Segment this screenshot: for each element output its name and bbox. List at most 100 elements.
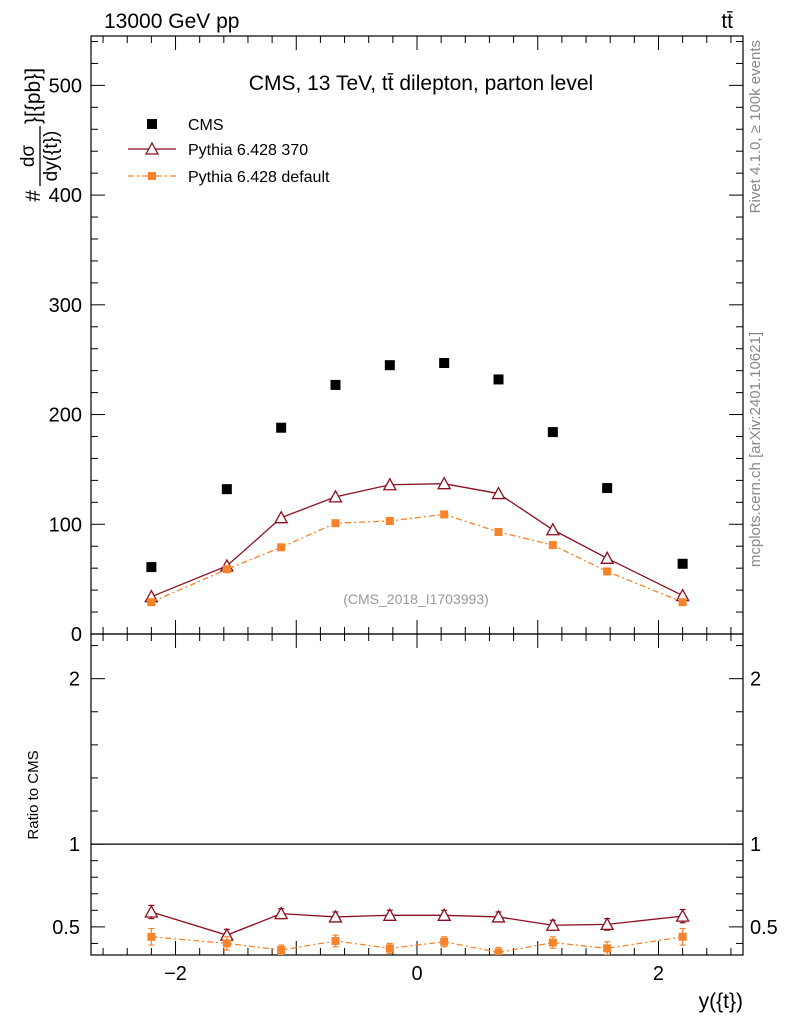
plot-title: CMS, 13 TeV, tt̄ dilepton, parton level: [249, 72, 593, 95]
ratio-point-py370: [600, 917, 615, 931]
data-point-pydef: [603, 567, 612, 576]
ratio-y-tick-label-right: 2: [750, 669, 761, 691]
rivet-label: Rivet 4.1.0, ≥ 100k events: [747, 40, 764, 213]
ratio-point-pydef: [222, 939, 231, 948]
y-axis-label: # dσ dy({t}) }[{pb}]: [18, 68, 62, 202]
series-py370: [144, 476, 690, 603]
watermark: (CMS_2018_I1703993): [343, 591, 489, 607]
process-label: tt̄: [721, 10, 733, 33]
ratio-point-pydef: [147, 932, 156, 941]
ratio-point-py370: [328, 909, 343, 923]
data-point-py370: [491, 486, 506, 500]
data-point-pydef: [277, 543, 286, 552]
ratio-point-py370: [545, 917, 560, 931]
series-line-py370: [151, 483, 683, 598]
legend-label-py370: Pythia 6.428 370: [188, 142, 308, 159]
data-point-py370: [545, 522, 560, 536]
legend-label-pydef: Pythia 6.428 default: [188, 169, 330, 186]
ratio-point-pydef: [440, 937, 449, 946]
legend-label-cms: CMS: [188, 117, 224, 134]
ratio-point-pydef: [385, 944, 394, 953]
data-point-cms: [602, 483, 613, 494]
ratio-point-py370: [491, 909, 506, 923]
series-cms: [146, 357, 688, 573]
data-point-cms: [384, 360, 395, 371]
ratio-series-py370: [144, 904, 690, 942]
y-axis-label-numerator: dσ: [18, 145, 39, 168]
data-point-cms: [221, 484, 232, 495]
x-tick-label: 2: [653, 963, 664, 985]
data-point-pydef: [678, 598, 687, 607]
main-series: [144, 357, 690, 607]
data-point-pydef: [147, 598, 156, 607]
data-point-cms: [330, 379, 341, 390]
data-point-py370: [600, 550, 615, 564]
data-point-pydef: [494, 527, 503, 536]
data-point-py370: [274, 510, 289, 524]
data-point-cms: [493, 374, 504, 385]
y-tick-label: 100: [49, 514, 82, 536]
ratio-series: [144, 904, 690, 955]
ratio-point-py370: [437, 907, 452, 921]
x-tick-label: 0: [411, 963, 422, 985]
ratio-panel: Ratio to CMS y({t}) 0.5 0.5 1 1 2 2 −2 0 2: [25, 633, 778, 1013]
y-tick-label: 400: [49, 185, 82, 207]
ratio-point-pydef: [678, 932, 687, 941]
ratio-line-py370: [151, 911, 683, 936]
collision-label: 13000 GeV pp: [104, 10, 239, 33]
series-pydef: [147, 510, 687, 607]
main-ticks: [91, 36, 743, 635]
x-axis-label: y({t}): [699, 990, 743, 1013]
ratio-point-pydef: [548, 938, 557, 947]
mcplots-label: mcplots.cern.ch [arXiv:2401.10621]: [747, 332, 764, 567]
legend-marker-pydef: [148, 172, 156, 180]
ratio-y-tick-label: 0.5: [52, 917, 80, 939]
data-point-py370: [328, 489, 343, 503]
data-point-py370: [437, 476, 452, 490]
ratio-y-axis-label: Ratio to CMS: [25, 750, 42, 839]
ratio-point-py370: [144, 904, 159, 918]
ratio-point-py370: [274, 906, 289, 920]
ratio-point-pydef: [277, 946, 286, 955]
data-point-py370: [382, 477, 397, 491]
data-point-pydef: [222, 565, 231, 574]
ratio-series-pydef: [147, 927, 687, 955]
data-point-pydef: [440, 510, 449, 519]
ratio-point-py370: [675, 908, 690, 922]
legend-marker-py370: [144, 141, 160, 155]
data-point-cms: [146, 562, 157, 573]
ratio-y-tick-label: 2: [69, 669, 80, 691]
ratio-point-pydef: [494, 948, 503, 955]
y-tick-label: 300: [49, 295, 82, 317]
data-point-cms: [547, 427, 558, 438]
legend: CMS Pythia 6.428 370 Pythia 6.428 defaul…: [128, 117, 330, 186]
legend-marker-cms: [147, 119, 157, 129]
ratio-frame: [90, 633, 744, 956]
data-point-pydef: [331, 519, 340, 528]
ratio-y-tick-label-right: 1: [750, 834, 761, 856]
data-point-cms: [276, 422, 287, 433]
ratio-y-tick-label: 1: [69, 834, 80, 856]
main-tick-labels: 0 100 200 300 400 500: [49, 75, 82, 646]
data-point-pydef: [548, 541, 557, 550]
y-axis-label-suffix: }[{pb}]: [22, 68, 45, 124]
y-tick-label: 0: [71, 624, 82, 646]
main-panel: CMS, 13 TeV, tt̄ dilepton, parton level …: [18, 35, 744, 646]
ratio-point-pydef: [331, 936, 340, 945]
y-axis-label-denominator: dy({t}): [41, 131, 62, 182]
ratio-ticks: [91, 634, 743, 955]
y-tick-label: 500: [49, 75, 82, 97]
ratio-point-pydef: [603, 944, 612, 953]
x-tick-label: −2: [164, 963, 187, 985]
ratio-line-pydef: [151, 936, 683, 954]
data-point-cms: [677, 558, 688, 569]
ratio-tick-labels: 0.5 0.5 1 1 2 2 −2 0 2: [52, 669, 778, 985]
ratio-y-tick-label-right: 0.5: [750, 917, 778, 939]
series-line-pydef: [151, 513, 683, 603]
data-point-pydef: [385, 516, 394, 525]
y-axis-label-prefix: #: [22, 190, 45, 202]
y-tick-label: 200: [49, 405, 82, 427]
data-point-cms: [439, 357, 450, 368]
ratio-point-py370: [382, 907, 397, 921]
